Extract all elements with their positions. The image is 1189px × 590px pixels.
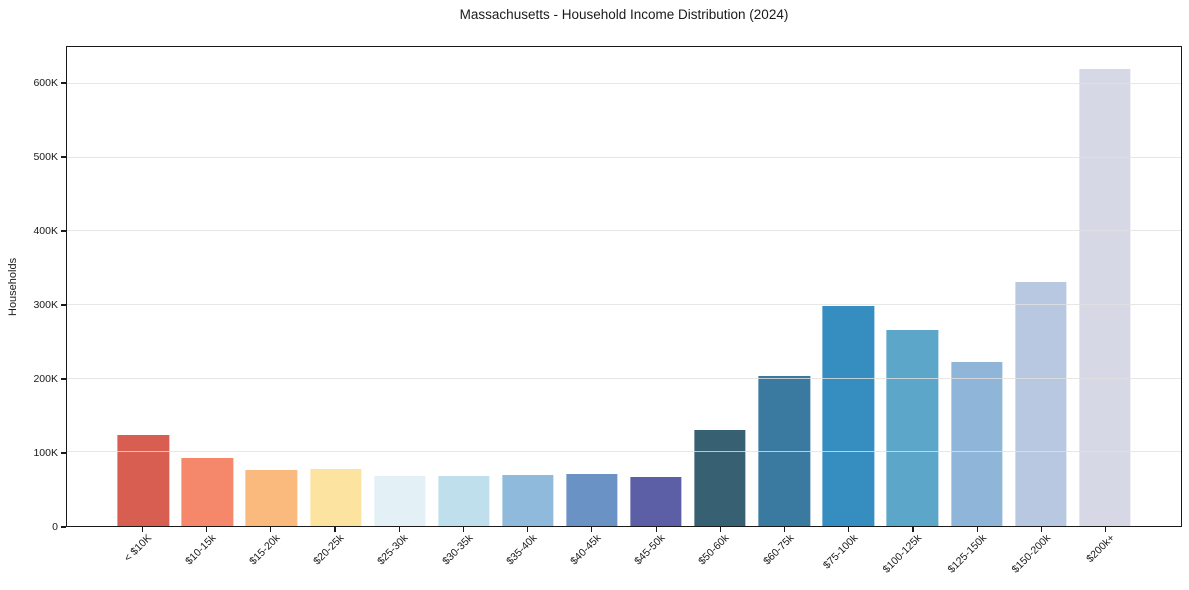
gridline-500K bbox=[67, 156, 1181, 158]
x-tick-label: $100-125k bbox=[880, 532, 925, 576]
y-tick-mark bbox=[60, 230, 66, 232]
x-tick-mark bbox=[655, 527, 657, 532]
bar-$10-15k bbox=[181, 458, 233, 526]
y-tick-mark bbox=[60, 304, 66, 306]
x-tick-label: $35-40k bbox=[503, 532, 540, 568]
x-tick-label: $150-200k bbox=[1009, 532, 1053, 576]
y-tick-mark bbox=[60, 452, 66, 454]
x-tick-label: $30-35k bbox=[439, 532, 475, 568]
x-tick-label: $60-75k bbox=[760, 532, 797, 568]
y-tick-label: 100K bbox=[33, 446, 58, 459]
bar-$30-35k bbox=[438, 475, 490, 526]
x-tick-label: $25-30k bbox=[375, 532, 411, 568]
x-tick-label: $15-20k bbox=[247, 532, 283, 568]
x-tick-label: $40-45k bbox=[568, 532, 604, 568]
x-tick-label: < $10K bbox=[121, 532, 154, 565]
y-tick-label: 500K bbox=[33, 150, 58, 163]
bar-$25-30k bbox=[374, 475, 426, 526]
gridline-600K bbox=[67, 82, 1181, 84]
x-tick-mark bbox=[527, 527, 529, 532]
bar-$75-100k bbox=[822, 305, 874, 526]
x-tick-mark bbox=[976, 527, 978, 532]
x-tick-mark bbox=[206, 527, 208, 532]
x-tick-label: $125-150k bbox=[945, 532, 989, 576]
bar-$45-50k bbox=[630, 476, 682, 526]
x-tick-mark bbox=[591, 527, 593, 532]
bar-$50-60k bbox=[694, 430, 746, 526]
x-tick-mark bbox=[912, 527, 914, 532]
y-tick-label: 600K bbox=[33, 76, 58, 89]
x-tick-mark bbox=[1104, 527, 1107, 532]
gridline-300K bbox=[67, 303, 1181, 305]
gridline-200K bbox=[67, 377, 1181, 379]
gridline-100K bbox=[67, 451, 1181, 453]
x-tick-label: $20-25k bbox=[311, 532, 347, 568]
x-tick-mark bbox=[462, 527, 465, 532]
bar-$35-40k bbox=[502, 475, 554, 526]
x-tick-mark bbox=[719, 527, 721, 532]
x-tick-label: $45-50k bbox=[632, 532, 668, 568]
chart-title: Massachusetts - Household Income Distrib… bbox=[459, 7, 789, 22]
bar-$200k+ bbox=[1079, 69, 1131, 526]
bar-$15-20k bbox=[245, 470, 298, 526]
x-tick-label: $75-100k bbox=[820, 532, 861, 572]
x-tick-mark bbox=[270, 527, 272, 532]
bar-$60-75k bbox=[758, 376, 810, 526]
x-tick-mark bbox=[398, 527, 400, 532]
y-tick-mark bbox=[60, 526, 66, 528]
y-tick-label: 200K bbox=[33, 372, 58, 385]
bar-$40-45k bbox=[566, 474, 618, 526]
plot-area bbox=[66, 46, 1182, 527]
x-tick-mark bbox=[1040, 527, 1042, 532]
x-tick-label: $10-15k bbox=[182, 532, 219, 568]
bar-$125-150k bbox=[950, 362, 1003, 526]
y-tick-mark bbox=[60, 82, 66, 84]
x-tick-mark bbox=[848, 527, 850, 532]
x-tick-label: $50-60k bbox=[696, 532, 732, 568]
bar-< $10K bbox=[117, 435, 169, 526]
gridline-400K bbox=[67, 230, 1181, 232]
y-tick-label: 400K bbox=[33, 224, 58, 237]
x-tick-mark bbox=[783, 527, 786, 532]
y-tick-mark bbox=[60, 156, 66, 158]
y-tick-label: 300K bbox=[33, 298, 58, 311]
x-tick-label: $200k+ bbox=[1084, 532, 1118, 566]
y-tick-mark bbox=[60, 378, 66, 380]
x-tick-mark bbox=[141, 527, 143, 532]
bar-$100-125k bbox=[886, 329, 939, 526]
bar-$150-200k bbox=[1014, 282, 1067, 526]
y-tick-label: 0 bbox=[52, 520, 58, 533]
x-tick-mark bbox=[334, 527, 336, 532]
bar-$20-25k bbox=[309, 469, 362, 526]
